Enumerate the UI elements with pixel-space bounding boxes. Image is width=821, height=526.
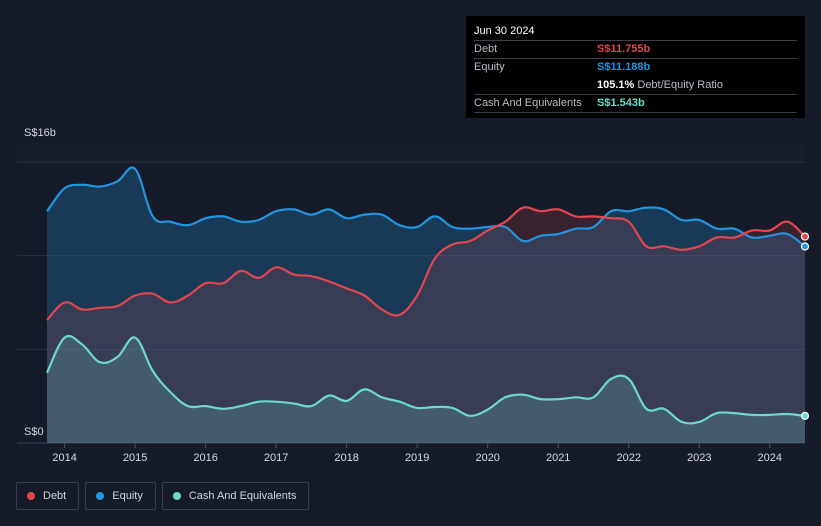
legend: Debt Equity Cash And Equivalents — [16, 482, 310, 510]
gridlines — [17, 161, 805, 444]
cash-area — [47, 335, 805, 443]
tooltip-row-debt: Debt S$11.755b — [474, 40, 797, 58]
tooltip-row-equity: Equity S$11.188b — [474, 58, 797, 76]
tooltip-debt-value: S$11.755b — [597, 43, 651, 55]
cash-endpoint — [800, 411, 810, 421]
x-tick-label-2023: 2023 — [687, 452, 711, 464]
x-tick-label-2014: 2014 — [52, 452, 76, 464]
legend-cash-label: Cash And Equivalents — [188, 490, 297, 502]
x-tick-label-2018: 2018 — [334, 452, 358, 464]
x-tick-label-2022: 2022 — [616, 452, 640, 464]
x-tick-label-2015: 2015 — [123, 452, 147, 464]
cash-line — [46, 334, 806, 425]
equity-endpoint — [800, 242, 810, 251]
debt-endpoint — [800, 232, 810, 241]
debt-area — [47, 207, 805, 443]
equity-dot-icon — [96, 492, 105, 500]
x-tick-label-2021: 2021 — [546, 452, 570, 464]
legend-equity-label: Equity — [112, 490, 143, 502]
tooltip-equity-label: Equity — [474, 61, 505, 73]
debt-dot-icon — [27, 492, 35, 500]
tooltip-ratio: 105.1% Debt/Equity Ratio — [597, 77, 723, 94]
series-endpoints — [800, 232, 810, 421]
tooltip: Jun 30 2024 Debt S$11.755b Equity S$11.1… — [466, 16, 805, 118]
tooltip-ratio-value: 105.1% — [597, 79, 635, 91]
x-tick-label-2024: 2024 — [758, 452, 782, 464]
equity-line — [46, 166, 806, 248]
tooltip-cash-label: Cash And Equivalents — [474, 97, 582, 109]
x-tick-label-2016: 2016 — [193, 452, 217, 464]
tooltip-equity-value: S$11.188b — [597, 61, 651, 73]
legend-item-debt[interactable]: Debt — [16, 482, 80, 510]
x-tick-label-2019: 2019 — [405, 452, 429, 464]
highlight-band — [17, 143, 805, 162]
tooltip-ratio-label: Debt/Equity Ratio — [637, 79, 723, 91]
tooltip-cash-value: S$1.543b — [597, 97, 645, 109]
tooltip-row-ratio: 105.1% Debt/Equity Ratio — [474, 76, 797, 94]
legend-item-equity[interactable]: Equity — [85, 482, 156, 510]
y-axis-top-label: S$16b — [24, 127, 56, 139]
x-tick-label-2020: 2020 — [475, 452, 499, 464]
legend-debt-label: Debt — [43, 490, 67, 502]
cash-dot-icon — [172, 492, 181, 500]
equity-area — [47, 167, 805, 444]
tooltip-debt-label: Debt — [474, 43, 498, 55]
x-axis: 2014 2015 2016 2017 2018 2019 2020 2021 2022 2023… — [52, 443, 782, 464]
series-lines — [46, 166, 806, 425]
series-areas — [47, 167, 805, 444]
debt-line — [46, 206, 806, 321]
y-axis-bottom-label: S$0 — [24, 426, 44, 438]
legend-item-cash[interactable]: Cash And Equivalents — [161, 482, 310, 510]
tooltip-date: Jun 30 2024 — [474, 25, 535, 37]
tooltip-row-cash: Cash And Equivalents S$1.543b — [474, 94, 797, 113]
x-tick-label-2017: 2017 — [264, 452, 288, 464]
